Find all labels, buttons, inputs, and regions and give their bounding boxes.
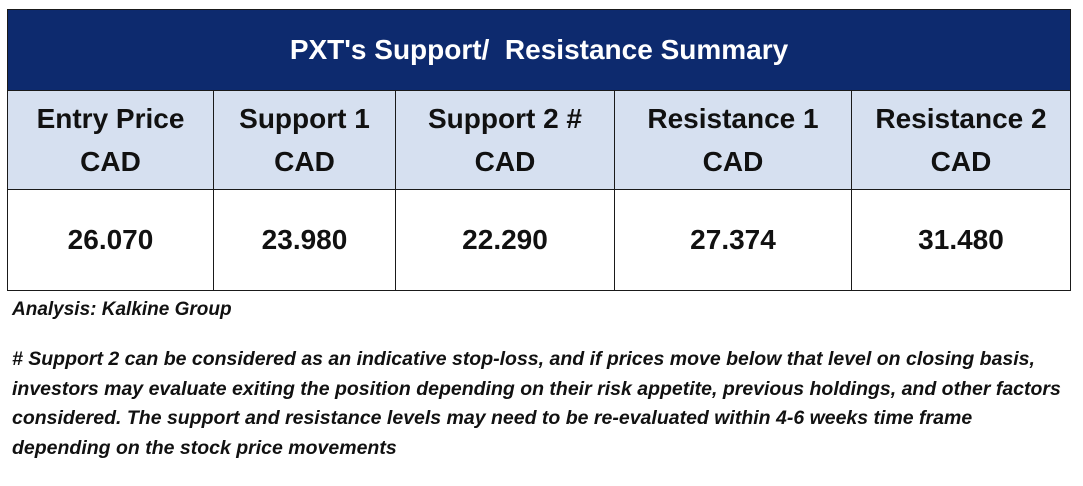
table-value-row: 26.070 23.980 22.290 27.374 31.480 (7, 189, 1071, 291)
header-resistance-2: Resistance 2 CAD (851, 90, 1071, 190)
support-2-value: 22.290 (395, 189, 615, 291)
header-unit: CAD (274, 146, 335, 177)
resistance-1-value: 27.374 (614, 189, 852, 291)
header-unit: CAD (80, 146, 141, 177)
support-footnote: # Support 2 can be considered as an indi… (12, 348, 1061, 459)
header-label: Entry Price (36, 103, 185, 134)
entry-price-value: 26.070 (7, 189, 214, 291)
header-label: Resistance 1 (647, 103, 819, 134)
table-title: PXT's Support/ Resistance Summary (7, 9, 1071, 91)
header-unit: CAD (474, 146, 536, 177)
header-entry-price: Entry Price CAD (7, 90, 214, 190)
header-unit: CAD (702, 146, 764, 177)
support-1-value: 23.980 (213, 189, 396, 291)
table-header-row: Entry Price CAD Support 1 CAD Support 2 … (7, 90, 1071, 190)
header-label: Support 2 # (427, 103, 582, 134)
analysis-credit: Analysis: Kalkine Group (12, 299, 232, 320)
table-title-row: PXT's Support/ Resistance Summary (7, 9, 1071, 91)
resistance-2-value: 31.480 (851, 189, 1071, 291)
header-support-2: Support 2 # CAD (395, 90, 615, 190)
header-support-1: Support 1 CAD (213, 90, 396, 190)
header-unit: CAD (930, 146, 992, 177)
header-resistance-1: Resistance 1 CAD (614, 90, 852, 190)
header-label: Resistance 2 (875, 103, 1047, 134)
header-label: Support 1 (239, 103, 370, 134)
support-resistance-table: PXT's Support/ Resistance Summary Entry … (7, 9, 1071, 291)
